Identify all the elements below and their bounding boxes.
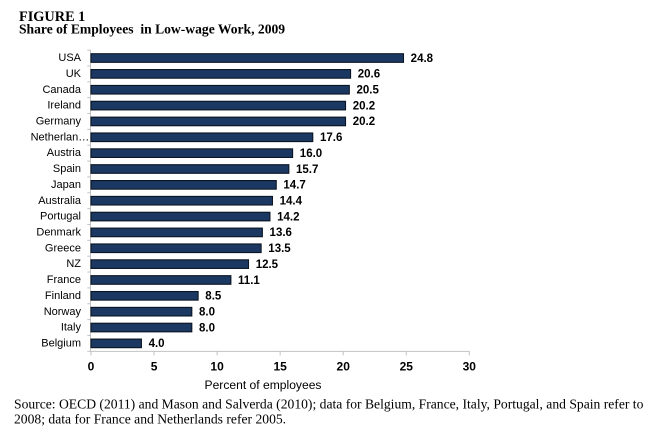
svg-text:12.5: 12.5: [256, 259, 279, 271]
svg-text:France: France: [47, 274, 81, 286]
svg-text:24.8: 24.8: [411, 53, 434, 65]
svg-text:2008; data for France and Neth: 2008; data for France and Netherlands re…: [14, 412, 286, 427]
svg-text:FIGURE 1: FIGURE 1: [19, 9, 85, 25]
svg-text:20.6: 20.6: [358, 69, 380, 81]
svg-text:25: 25: [400, 360, 414, 374]
svg-text:Spain: Spain: [53, 163, 81, 175]
svg-text:USA: USA: [58, 52, 81, 64]
svg-text:Share of Employees in Low-wag: Share of Employees in Low-wage Work, 200…: [19, 22, 285, 37]
svg-text:20.2: 20.2: [353, 116, 375, 128]
svg-text:Netherlan…: Netherlan…: [31, 131, 90, 143]
svg-text:5: 5: [151, 360, 158, 374]
svg-text:Canada: Canada: [42, 84, 81, 96]
svg-text:Portugal: Portugal: [40, 211, 81, 223]
svg-text:20: 20: [337, 360, 351, 374]
svg-text:Source: OECD (2011) and Mason: Source: OECD (2011) and Mason and Salver…: [14, 397, 644, 413]
svg-text:14.4: 14.4: [280, 196, 303, 208]
svg-text:10: 10: [210, 360, 224, 374]
svg-text:15: 15: [273, 360, 287, 374]
svg-text:11.1: 11.1: [238, 275, 260, 287]
svg-text:17.6: 17.6: [320, 132, 342, 144]
svg-text:UK: UK: [66, 68, 82, 80]
svg-text:Italy: Italy: [61, 322, 82, 334]
svg-text:20.5: 20.5: [357, 85, 380, 97]
svg-text:Greece: Greece: [45, 242, 81, 254]
svg-text:20.2: 20.2: [353, 100, 375, 112]
svg-text:16.0: 16.0: [300, 148, 322, 160]
svg-text:Belgium: Belgium: [41, 337, 81, 349]
svg-text:Germany: Germany: [36, 116, 82, 128]
svg-text:Australia: Australia: [38, 195, 82, 207]
svg-text:Denmark: Denmark: [36, 227, 81, 239]
svg-text:Percent of employees: Percent of employees: [205, 378, 322, 392]
svg-text:Finland: Finland: [45, 290, 81, 302]
svg-text:14.7: 14.7: [283, 180, 305, 192]
svg-text:15.7: 15.7: [296, 164, 318, 176]
svg-text:Ireland: Ireland: [47, 100, 81, 112]
svg-text:8.5: 8.5: [205, 291, 222, 303]
svg-text:13.5: 13.5: [268, 243, 291, 255]
svg-text:13.6: 13.6: [270, 227, 292, 239]
svg-text:Norway: Norway: [44, 306, 82, 318]
svg-text:Austria: Austria: [47, 147, 82, 159]
svg-text:30: 30: [463, 360, 477, 374]
svg-text:8.0: 8.0: [199, 306, 215, 318]
svg-text:8.0: 8.0: [199, 322, 215, 334]
svg-text:14.2: 14.2: [277, 211, 299, 223]
svg-text:Japan: Japan: [51, 179, 81, 191]
svg-text:0: 0: [88, 360, 95, 374]
svg-text:4.0: 4.0: [149, 338, 165, 350]
svg-text:NZ: NZ: [66, 258, 81, 270]
